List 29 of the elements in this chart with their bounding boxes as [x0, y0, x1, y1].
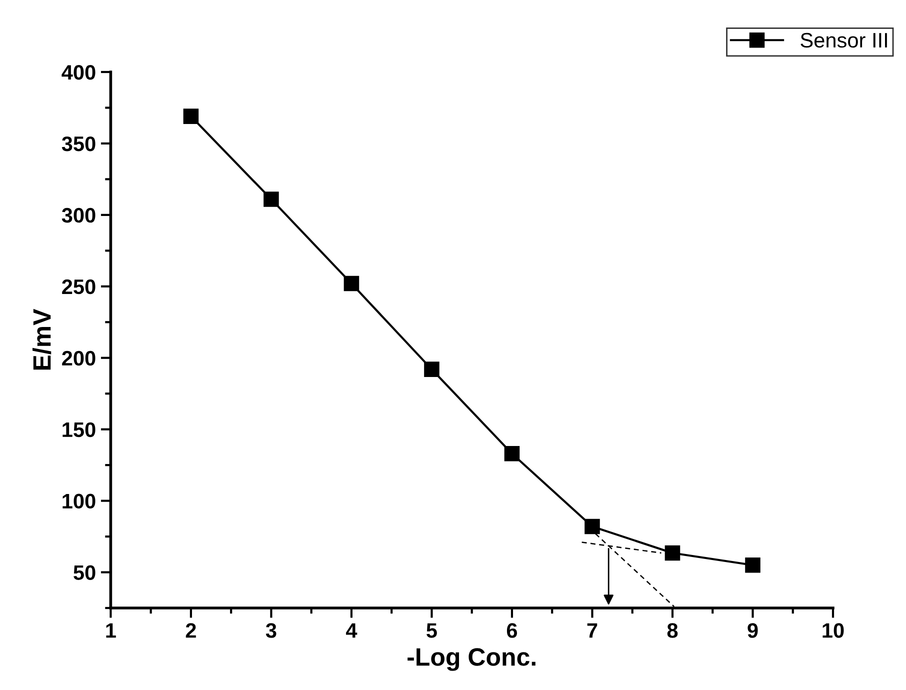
x-tick-label: 9	[748, 623, 758, 638]
x-tick-label: 4	[346, 623, 358, 638]
x-tick-label: 5	[426, 623, 437, 638]
x-tick-label: 2	[186, 623, 196, 638]
x-tick-label: 6	[506, 623, 518, 638]
legend-label: Sensor III	[800, 32, 887, 48]
y-tick-label: 300	[62, 208, 96, 223]
point	[664, 545, 680, 561]
y-tick-label: 400	[62, 65, 96, 80]
point	[344, 276, 360, 292]
point	[584, 518, 600, 534]
x-tick-label: 10	[822, 623, 844, 638]
x-tick-label: 1	[106, 623, 116, 638]
y-axis-title: E/mV	[32, 308, 52, 370]
y-tick-label: 100	[62, 494, 96, 509]
point	[504, 446, 520, 462]
y-tick-label: 150	[62, 422, 96, 438]
x-tick-label: 8	[667, 623, 678, 638]
x-tick-label: 7	[587, 623, 598, 638]
x-tick-label: 3	[266, 623, 276, 638]
y-tick-label: 50	[74, 565, 96, 580]
y-tick-label: 200	[62, 350, 96, 366]
point	[424, 362, 440, 377]
point	[745, 557, 760, 573]
point	[264, 192, 279, 207]
y-tick-label: 350	[62, 136, 96, 152]
point	[183, 108, 199, 124]
x-axis-title: -Log Conc.	[408, 648, 536, 671]
y-tick-label: 250	[62, 279, 96, 294]
